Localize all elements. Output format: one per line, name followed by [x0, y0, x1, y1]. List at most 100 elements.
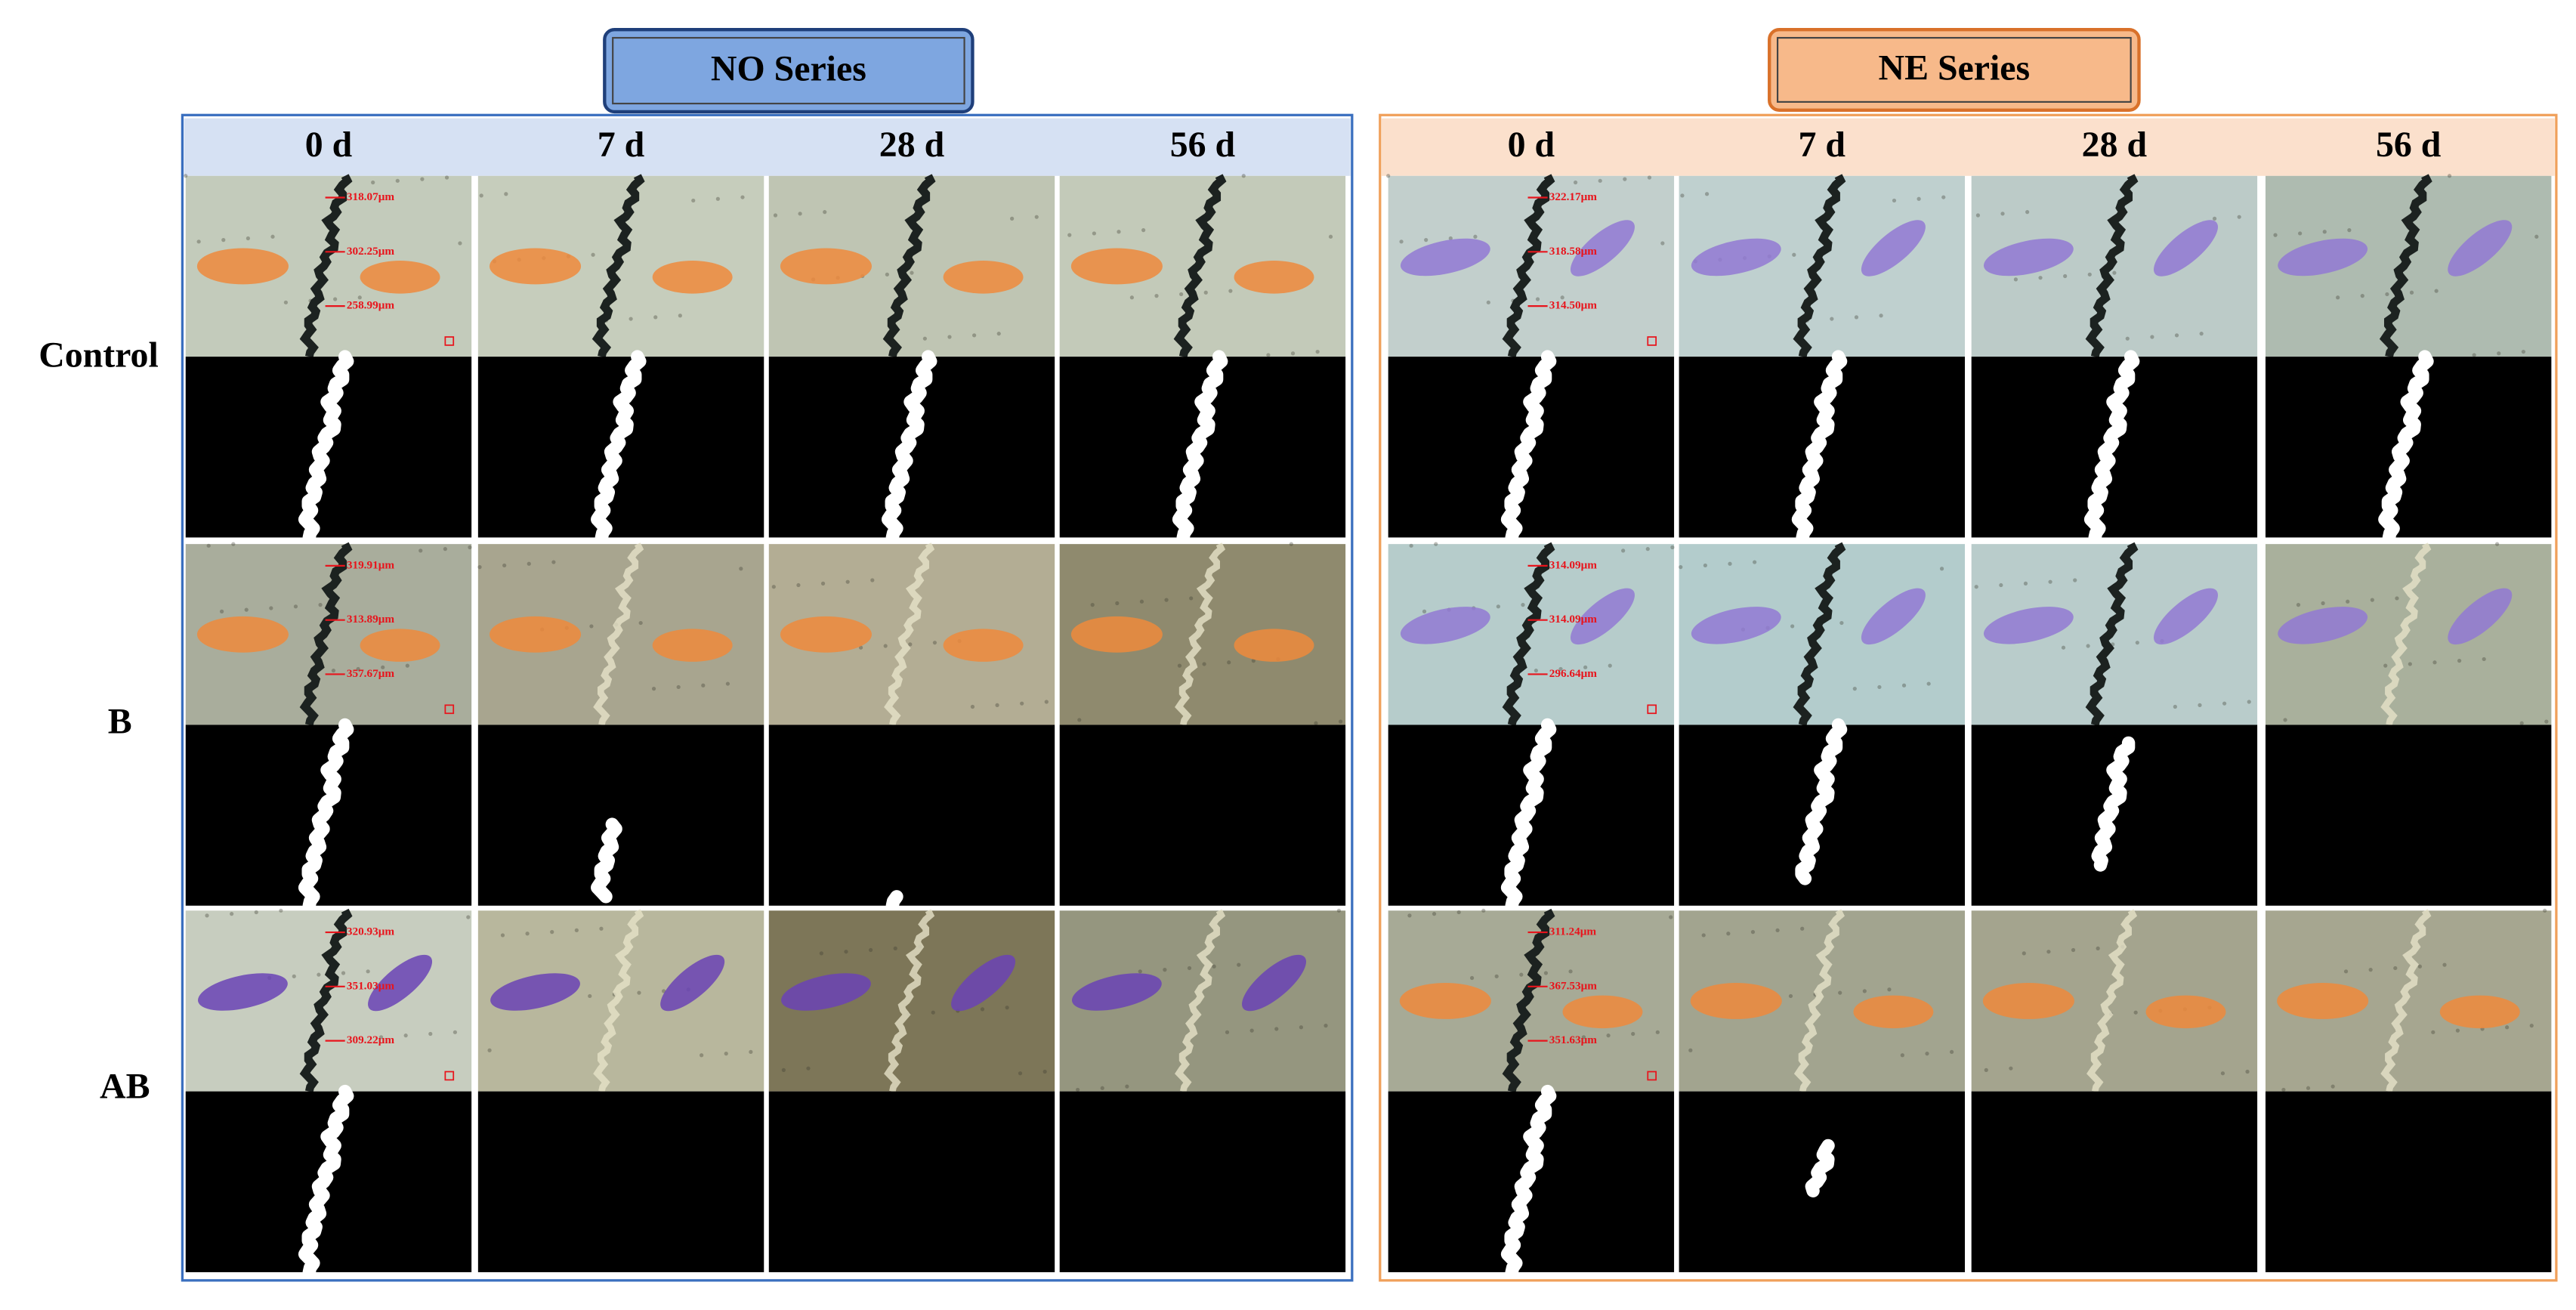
- mask: [2265, 1091, 2552, 1272]
- photo-speck: [1925, 1051, 1929, 1056]
- photo-speck: [341, 971, 346, 975]
- photo-speck: [244, 607, 249, 612]
- photo-speck: [230, 912, 234, 916]
- photo-crack: [2380, 542, 2432, 726]
- photo-speck: [1299, 1025, 1304, 1030]
- photo-speck: [1534, 669, 1538, 673]
- scale-bar: [444, 1071, 455, 1081]
- photo-speck: [1338, 719, 1343, 724]
- photo-speck: [1018, 1071, 1023, 1076]
- photo-speck: [1020, 701, 1024, 706]
- photo-speck: [2237, 215, 2241, 219]
- photo-speck: [405, 663, 409, 668]
- photo-speck: [2173, 704, 2177, 709]
- paint-mark: [1983, 607, 2074, 644]
- photo-speck: [2025, 210, 2030, 215]
- photo-crack: [1793, 174, 1846, 358]
- photo-crack: [2085, 174, 2139, 358]
- photo-speck: [1598, 178, 1602, 183]
- photo-speck: [1448, 236, 1453, 241]
- photo-speck: [691, 198, 696, 203]
- photo-speck: [2013, 277, 2018, 282]
- photo-speck: [525, 932, 530, 936]
- photo-speck: [378, 1035, 384, 1040]
- photo-speck: [1314, 721, 1318, 725]
- photo-speck: [771, 585, 776, 589]
- photo-speck: [2247, 700, 2251, 704]
- paint-mark: [368, 954, 433, 1012]
- photo-speck: [651, 686, 656, 691]
- measurement-label: 296.64μm: [1549, 667, 1597, 680]
- measurement-label: 314.09μm: [1549, 558, 1597, 571]
- photo-speck: [2408, 662, 2412, 666]
- photo-speck: [2417, 964, 2423, 969]
- mask-crack: [298, 718, 354, 913]
- photo-speck: [500, 933, 505, 938]
- photo-speck: [2385, 292, 2389, 297]
- photo-speck: [1726, 932, 1731, 936]
- photo-speck: [1067, 233, 1072, 237]
- measurement-label: 351.03μm: [347, 979, 394, 992]
- photo-speck: [1670, 545, 1675, 550]
- column-label: 28 d: [879, 125, 945, 165]
- photo-speck: [740, 195, 745, 199]
- photo-speck: [206, 543, 211, 548]
- photo-speck: [2519, 721, 2524, 725]
- photo-speck: [2283, 718, 2287, 722]
- photo-speck: [2447, 174, 2452, 178]
- photo-speck: [1409, 543, 1413, 548]
- photo-crack: [1175, 542, 1226, 726]
- photo-speck: [2346, 599, 2350, 604]
- photo-speck: [1900, 1053, 1904, 1058]
- photo-speck: [1877, 684, 1882, 690]
- photo-speck: [2497, 351, 2501, 356]
- photo-speck: [1792, 252, 1796, 257]
- photo-speck: [452, 1030, 458, 1034]
- photo-speck: [1129, 295, 1135, 300]
- photo-speck: [2112, 270, 2117, 275]
- photo-speck: [869, 947, 873, 953]
- photo-speck: [1481, 908, 1486, 913]
- measurement-label: 309.22μm: [347, 1033, 394, 1046]
- paint-mark: [489, 616, 582, 653]
- photo-speck: [2087, 272, 2092, 277]
- photo-speck: [678, 314, 682, 318]
- photo-crack: [1502, 174, 1555, 358]
- photo-speck: [2071, 947, 2076, 953]
- photo-speck: [444, 175, 449, 180]
- photo-speck: [701, 683, 706, 687]
- photo-speck: [458, 241, 462, 246]
- photo-speck: [403, 1033, 408, 1038]
- photo-speck: [1077, 718, 1082, 722]
- photo-speck: [333, 297, 338, 301]
- photo-speck: [1177, 663, 1182, 668]
- photo-speck: [357, 295, 362, 300]
- measurement-label: 351.63μm: [1549, 1033, 1597, 1046]
- photo-speck: [724, 1051, 728, 1056]
- photo-speck: [995, 703, 999, 707]
- photo-speck: [1704, 192, 1710, 196]
- mask-crack: [1500, 1084, 1557, 1279]
- photo-speck: [947, 335, 952, 339]
- photo-speck: [279, 908, 283, 913]
- photo-speck: [591, 252, 595, 257]
- photo-speck: [1164, 598, 1169, 602]
- paint-mark: [781, 973, 871, 1011]
- mask: [768, 1091, 1055, 1272]
- header-band: [184, 118, 1351, 176]
- photo-crack: [882, 174, 936, 358]
- column-label: 7 d: [598, 125, 645, 165]
- column-label: 56 d: [1170, 125, 1236, 165]
- photo-speck: [2198, 703, 2202, 707]
- photo-speck: [317, 972, 321, 977]
- photo-speck: [820, 581, 826, 585]
- photo-speck: [932, 641, 937, 645]
- photo-speck: [2432, 660, 2437, 665]
- photo-speck: [1543, 971, 1549, 975]
- photo-crack: [2380, 909, 2432, 1092]
- photo-speck: [1838, 990, 1842, 995]
- photo-speck: [1679, 564, 1683, 570]
- photo-speck: [1290, 351, 1296, 356]
- photo-crack: [299, 908, 353, 1092]
- mask-crack: [1805, 1139, 1835, 1197]
